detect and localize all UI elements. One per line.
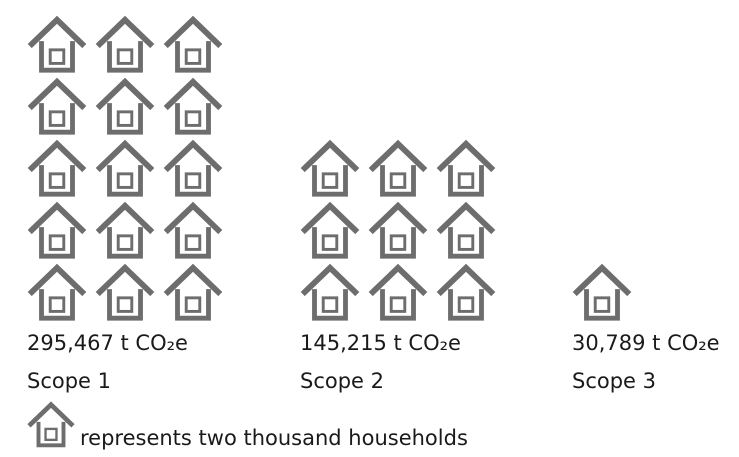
scope-2-value-label: 145,215 t CO₂e (300, 331, 461, 355)
house-icon (299, 200, 361, 262)
house-icon (94, 200, 156, 262)
house-icon (162, 138, 224, 200)
house-icon (26, 200, 88, 262)
scope-3-value-label: 30,789 t CO₂e (572, 331, 720, 355)
legend-house-icon (26, 400, 76, 450)
house-icon (571, 262, 633, 324)
house-icon (367, 262, 429, 324)
house-icon (94, 262, 156, 324)
house-icon (435, 138, 497, 200)
house-icon (26, 14, 88, 76)
house-icon (26, 138, 88, 200)
house-icon (94, 14, 156, 76)
house-icon (162, 262, 224, 324)
scope-3-category-label: Scope 3 (572, 369, 657, 393)
house-icon (26, 262, 88, 324)
house-icon (162, 76, 224, 138)
legend-text: represents two thousand households (80, 426, 468, 450)
house-icon (94, 138, 156, 200)
scope-2-category-label: Scope 2 (300, 369, 385, 393)
house-icon (26, 76, 88, 138)
house-icon (162, 14, 224, 76)
house-icon (162, 200, 224, 262)
house-icon (94, 76, 156, 138)
house-icon (435, 262, 497, 324)
scope-1-value-label: 295,467 t CO₂e (27, 331, 188, 355)
house-icon (367, 200, 429, 262)
scope-1-category-label: Scope 1 (27, 369, 112, 393)
house-icon (367, 138, 429, 200)
house-icon (299, 138, 361, 200)
house-icon (299, 262, 361, 324)
house-icon (435, 200, 497, 262)
